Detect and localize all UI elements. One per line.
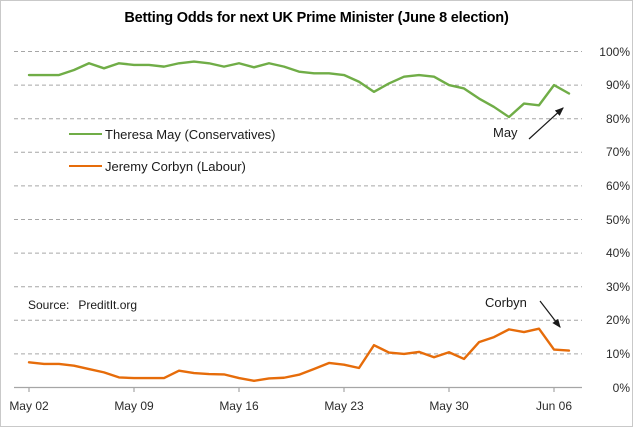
y-axis-label: 70%: [605, 145, 630, 160]
annotation-corbyn: Corbyn: [485, 295, 527, 310]
gridlines: [14, 51, 582, 355]
chart-title: Betting Odds for next UK Prime Minister …: [124, 10, 509, 26]
series-line-theresa-may: [27, 60, 571, 119]
corbyn-arrow: [539, 300, 561, 328]
y-axis-label: 90%: [605, 78, 630, 93]
legend-label-jeremy-corbyn: Jeremy Corbyn (Labour): [105, 158, 246, 174]
x-axis-label: May 02: [9, 399, 49, 413]
y-axis-label: 50%: [605, 212, 630, 227]
source-note: Source: PreditIt.org: [28, 298, 137, 312]
legend: Theresa May (Conservatives) Jeremy Corby…: [69, 118, 276, 182]
annotation-arrows: [528, 107, 564, 328]
legend-label-theresa-may: Theresa May (Conservatives): [105, 126, 276, 142]
source-label: Source:: [28, 298, 70, 312]
series-lines: [27, 60, 571, 382]
source-value: PreditIt.org: [78, 298, 138, 312]
x-axis-label: May 16: [219, 399, 259, 413]
series-line-jeremy-corbyn: [27, 327, 571, 382]
legend-swatch-theresa-may: [69, 132, 102, 136]
x-axis: [14, 386, 582, 392]
y-axis-label: 30%: [605, 279, 630, 294]
y-axis-label: 60%: [605, 178, 630, 193]
legend-item-jeremy-corbyn: Jeremy Corbyn (Labour): [69, 150, 276, 182]
y-axis-label: 40%: [605, 246, 630, 261]
annotation-may: May: [493, 125, 518, 140]
y-axis-label: 100%: [599, 44, 630, 59]
y-axis-label: 0%: [612, 380, 630, 395]
legend-item-theresa-may: Theresa May (Conservatives): [69, 118, 276, 150]
x-axis-label: Jun 06: [535, 399, 573, 413]
x-axis-label: May 09: [114, 399, 154, 413]
legend-swatch-jeremy-corbyn: [69, 164, 102, 168]
x-axis-label: May 30: [429, 399, 469, 413]
may-arrow: [528, 107, 564, 140]
y-axis-label: 80%: [605, 111, 630, 126]
y-axis-label: 10%: [605, 346, 630, 361]
y-axis-label: 20%: [605, 313, 630, 328]
x-axis-label: May 23: [324, 399, 364, 413]
